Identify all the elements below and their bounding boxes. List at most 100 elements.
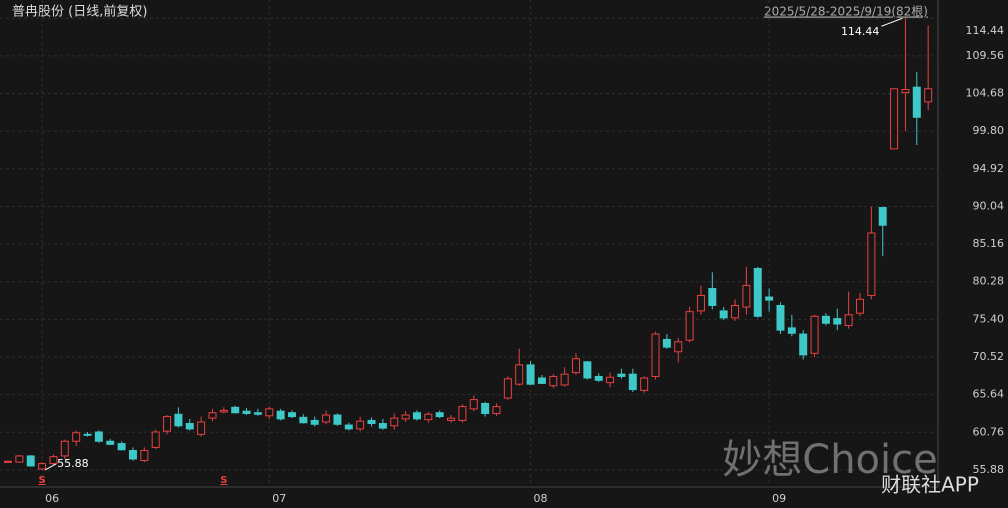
- candle-body: [924, 88, 933, 103]
- candle-body: [276, 410, 285, 420]
- candle-body: [72, 432, 81, 442]
- y-tick-label: 75.40: [973, 312, 1005, 325]
- candle-body: [640, 377, 649, 391]
- candle-body: [424, 413, 433, 421]
- x-tick-label: 09: [772, 492, 786, 505]
- candle-body: [299, 416, 308, 424]
- candle-body: [26, 455, 35, 467]
- candle-body: [651, 333, 660, 377]
- candle-body: [15, 455, 24, 463]
- candle-body: [242, 410, 251, 414]
- candle-body: [731, 304, 740, 319]
- candle-body: [867, 232, 876, 296]
- candle-body: [83, 433, 92, 436]
- y-tick-label: 85.16: [973, 237, 1005, 250]
- candle-body: [901, 89, 910, 94]
- watermark: 妙想Choice: [722, 437, 937, 483]
- candle-body: [322, 414, 331, 423]
- candle-body: [231, 406, 240, 414]
- candle-body: [412, 412, 421, 420]
- candle-body: [606, 376, 615, 384]
- candle-body: [106, 440, 115, 445]
- candle-body: [367, 419, 376, 425]
- candle-body: [288, 412, 296, 418]
- candle-body: [515, 364, 524, 385]
- max-arrow: [881, 17, 903, 27]
- candle-body: [503, 378, 512, 399]
- candle-body: [356, 420, 365, 430]
- candle-body: [617, 373, 626, 377]
- y-tick-label: 65.64: [973, 388, 1005, 401]
- candle-body: [4, 460, 12, 463]
- candle-body: [594, 375, 603, 381]
- y-tick-label: 55.88: [973, 463, 1005, 476]
- candle-body: [719, 310, 728, 319]
- candle-body: [844, 314, 853, 327]
- candle-body: [708, 288, 717, 306]
- candle-body: [344, 424, 353, 430]
- x-tick-label: 06: [45, 492, 59, 505]
- candle-body: [560, 373, 569, 386]
- candle-body: [117, 443, 126, 451]
- candle-body: [742, 284, 751, 308]
- candle-body: [197, 421, 206, 435]
- brand: 财联社APP: [881, 473, 979, 497]
- candle-body: [185, 423, 194, 430]
- candle-body: [378, 423, 387, 429]
- x-tick-label: 08: [534, 492, 548, 505]
- candle-body: [49, 456, 58, 465]
- candle-body: [447, 417, 456, 421]
- signal-label: S: [38, 475, 45, 486]
- candle-body: [219, 409, 228, 413]
- y-tick-label: 104.68: [966, 87, 1005, 100]
- candle-body: [163, 416, 172, 432]
- candle-body: [60, 440, 69, 457]
- x-tick-label: 07: [272, 492, 286, 505]
- y-tick-label: 80.28: [973, 275, 1005, 288]
- candle-body: [128, 450, 137, 460]
- y-tick-label: 94.92: [973, 162, 1005, 175]
- candle-body: [662, 338, 671, 348]
- candle-body: [253, 412, 262, 415]
- candle-body: [140, 450, 149, 462]
- candle-body: [208, 412, 217, 419]
- candle-body: [776, 304, 785, 331]
- candle-body: [787, 327, 796, 334]
- candle-body: [856, 298, 864, 314]
- candle-body: [435, 412, 444, 418]
- candle-body: [696, 294, 705, 312]
- candle-body: [333, 414, 342, 425]
- y-tick-label: 114.44: [966, 24, 1005, 37]
- chart-title: 普冉股份 (日线,前复权): [12, 4, 147, 20]
- signal-label: S: [220, 475, 227, 486]
- candle-body: [458, 406, 467, 421]
- candle-body: [481, 402, 490, 414]
- candle-body: [174, 413, 183, 427]
- candle-body: [878, 207, 887, 226]
- candle-body: [674, 341, 683, 353]
- candle-body: [765, 296, 774, 301]
- candle-body: [821, 315, 830, 324]
- y-tick-label: 99.80: [973, 124, 1005, 137]
- max-label: 114.44: [841, 25, 880, 38]
- candle-body: [94, 431, 103, 442]
- candle-body: [469, 399, 478, 410]
- candle-body: [583, 361, 592, 379]
- candle-body: [390, 417, 399, 427]
- candle-body: [310, 419, 319, 425]
- candle-body: [685, 311, 694, 341]
- candle-body: [492, 406, 501, 414]
- candle-body: [833, 318, 842, 325]
- candle-body: [890, 88, 899, 150]
- y-tick-label: 90.04: [973, 199, 1005, 212]
- candle-body: [401, 414, 410, 420]
- min-label: 55.88: [57, 457, 89, 470]
- date-range: 2025/5/28-2025/9/19(82根): [764, 5, 928, 19]
- candle-body: [753, 267, 762, 317]
- y-tick-label: 60.76: [973, 425, 1005, 438]
- candle-body: [810, 315, 819, 354]
- min-arrow: [44, 463, 57, 471]
- candle-body: [799, 333, 808, 356]
